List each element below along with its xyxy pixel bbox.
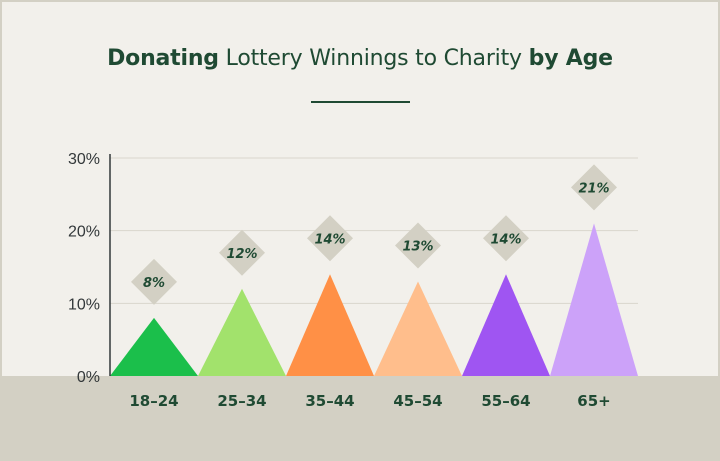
x-tick-label: 45–54: [393, 392, 442, 410]
data-label: 8%: [143, 276, 165, 291]
data-labels: 8% 12% 14% 13% 14% 21%: [131, 164, 617, 305]
x-tick-label: 25–34: [217, 392, 266, 410]
y-tick-label: 0%: [77, 369, 100, 386]
bar-triangle: [286, 274, 374, 376]
x-tick-label: 35–44: [305, 392, 354, 410]
bar-triangle: [550, 223, 638, 376]
bar-triangle: [374, 281, 462, 376]
axes: 0% 10% 20% 30% 18–24 25–34 35–44 45–54 55–64 65+: [68, 151, 611, 410]
x-tick-label: 18–24: [129, 392, 178, 410]
data-label-diamond: [395, 222, 441, 269]
bars: [110, 223, 638, 376]
y-tick-label: 30%: [68, 151, 100, 168]
data-label-diamond: [131, 258, 177, 305]
title-part-bold-2: by Age: [528, 46, 613, 71]
data-label-diamond: [219, 229, 265, 276]
data-label-diamond: [307, 215, 353, 262]
title-part-bold-1: Donating: [107, 46, 219, 71]
data-label: 14%: [490, 232, 521, 247]
x-tick-label: 55–64: [481, 392, 530, 410]
data-label: 13%: [402, 240, 433, 255]
bar-triangle: [198, 288, 286, 376]
y-tick-label: 20%: [68, 224, 100, 241]
data-label: 14%: [314, 232, 345, 247]
data-label: 12%: [226, 247, 257, 262]
data-label-diamond: [571, 164, 617, 211]
chart-title: Donating Lottery Winnings to Charity by …: [0, 46, 720, 71]
bar-triangle: [462, 274, 550, 376]
data-label: 21%: [578, 181, 609, 196]
title-underline: [311, 101, 410, 103]
bar-triangle: [110, 317, 198, 376]
y-tick-label: 10%: [68, 296, 100, 313]
bottom-band: [0, 376, 720, 461]
grid-lines: [110, 157, 638, 304]
x-tick-label: 65+: [577, 392, 610, 410]
data-label-diamond: [483, 215, 529, 262]
title-part-regular: Lottery Winnings to Charity: [218, 46, 529, 71]
